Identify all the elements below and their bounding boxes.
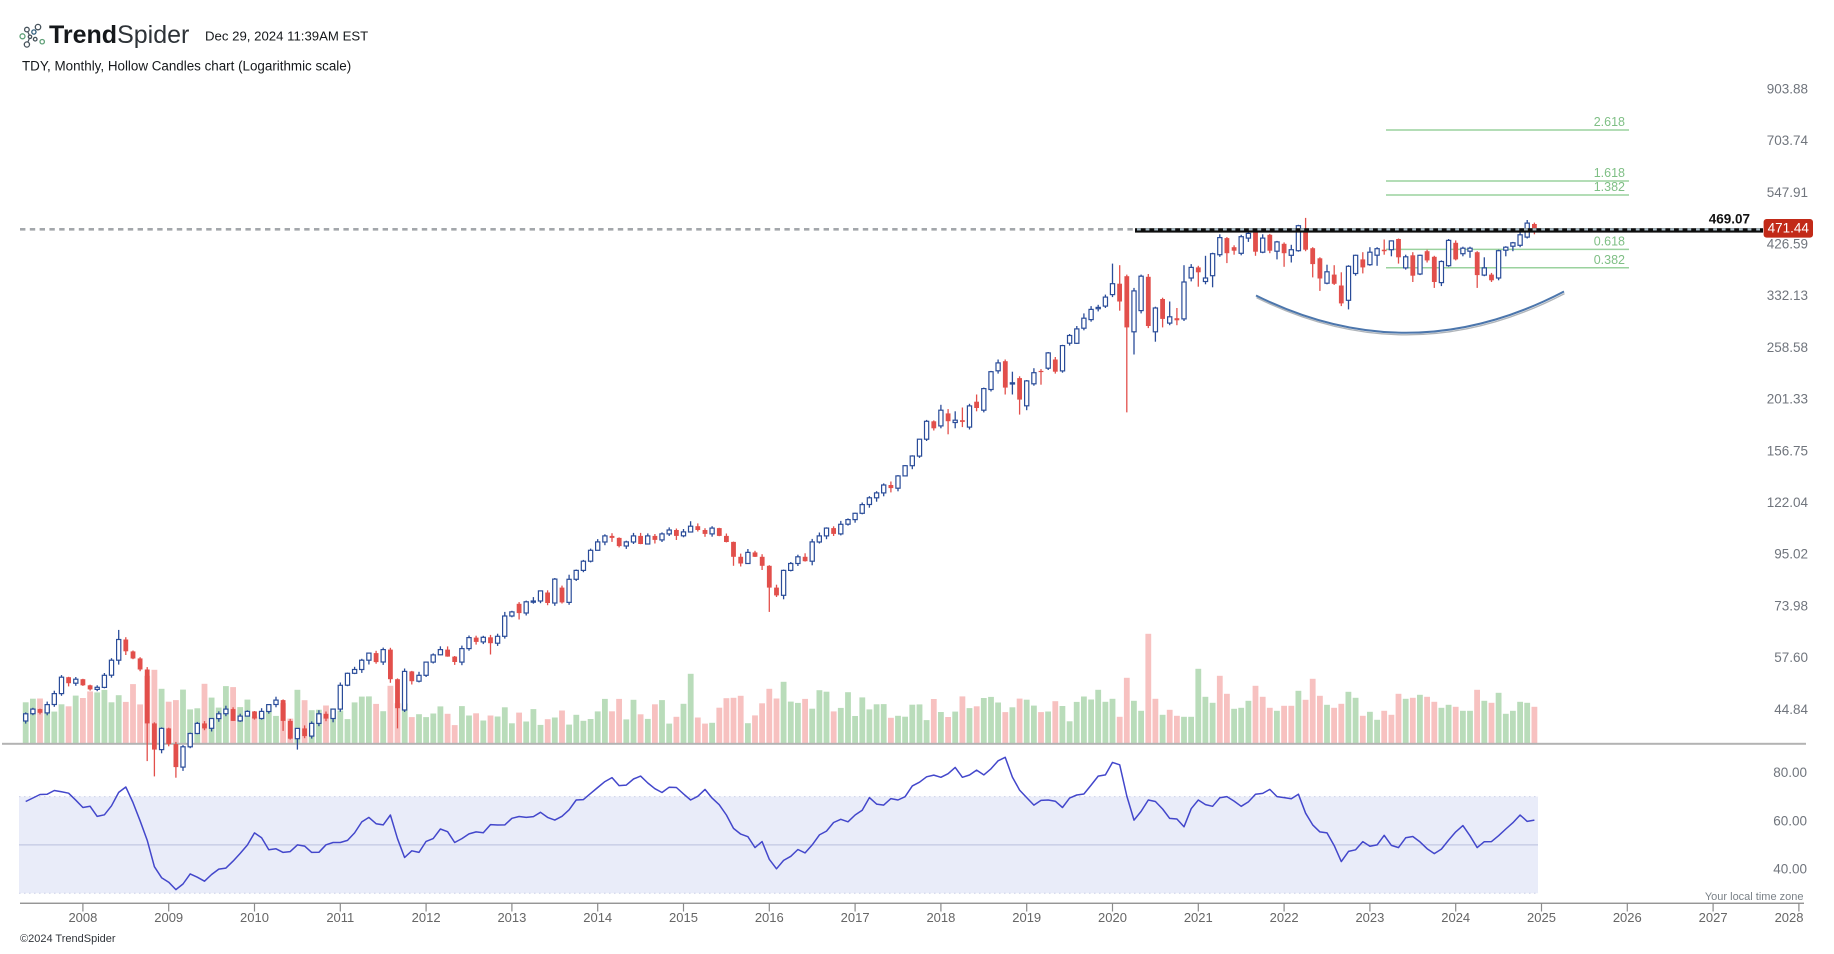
svg-text:2010: 2010 bbox=[240, 910, 269, 925]
svg-text:2018: 2018 bbox=[926, 910, 955, 925]
svg-text:258.58: 258.58 bbox=[1767, 340, 1808, 355]
svg-text:332.13: 332.13 bbox=[1767, 288, 1808, 303]
svg-text:Dec 29, 2024 11:39AM EST: Dec 29, 2024 11:39AM EST bbox=[205, 29, 368, 44]
svg-text:Your local time zone: Your local time zone bbox=[1705, 891, 1804, 903]
svg-text:156.75: 156.75 bbox=[1767, 443, 1808, 458]
svg-text:201.33: 201.33 bbox=[1767, 392, 1808, 407]
svg-text:TrendSpider: TrendSpider bbox=[49, 21, 189, 49]
svg-text:95.02: 95.02 bbox=[1774, 547, 1808, 562]
svg-text:471.44: 471.44 bbox=[1768, 221, 1810, 236]
svg-text:2008: 2008 bbox=[68, 910, 97, 925]
svg-text:426.59: 426.59 bbox=[1767, 237, 1808, 252]
svg-text:©2024 TrendSpider: ©2024 TrendSpider bbox=[20, 933, 116, 945]
svg-text:2012: 2012 bbox=[412, 910, 441, 925]
svg-text:2009: 2009 bbox=[154, 910, 183, 925]
svg-text:0.618: 0.618 bbox=[1594, 234, 1625, 248]
svg-text:2026: 2026 bbox=[1613, 910, 1642, 925]
svg-text:2022: 2022 bbox=[1270, 910, 1299, 925]
svg-text:60.00: 60.00 bbox=[1773, 813, 1807, 828]
svg-text:2015: 2015 bbox=[669, 910, 698, 925]
svg-text:2017: 2017 bbox=[841, 910, 870, 925]
svg-text:2.618: 2.618 bbox=[1594, 115, 1625, 129]
svg-text:2028: 2028 bbox=[1775, 910, 1804, 925]
svg-text:2016: 2016 bbox=[755, 910, 784, 925]
svg-text:TDY, Monthly, Hollow Candles c: TDY, Monthly, Hollow Candles chart (Loga… bbox=[22, 59, 351, 74]
svg-text:122.04: 122.04 bbox=[1767, 495, 1809, 510]
svg-text:2023: 2023 bbox=[1355, 910, 1384, 925]
svg-text:2013: 2013 bbox=[497, 910, 526, 925]
svg-text:547.91: 547.91 bbox=[1767, 185, 1808, 200]
svg-text:469.07: 469.07 bbox=[1709, 212, 1750, 227]
svg-text:1.618: 1.618 bbox=[1594, 166, 1625, 180]
svg-text:2021: 2021 bbox=[1184, 910, 1213, 925]
svg-text:2014: 2014 bbox=[583, 910, 612, 925]
svg-text:1.382: 1.382 bbox=[1594, 180, 1625, 194]
svg-text:903.88: 903.88 bbox=[1767, 81, 1808, 96]
svg-text:73.98: 73.98 bbox=[1774, 598, 1808, 613]
svg-text:80.00: 80.00 bbox=[1773, 765, 1807, 780]
svg-text:40.00: 40.00 bbox=[1773, 862, 1807, 877]
svg-text:2027: 2027 bbox=[1699, 910, 1728, 925]
svg-text:2019: 2019 bbox=[1012, 910, 1041, 925]
svg-text:2024: 2024 bbox=[1441, 910, 1470, 925]
svg-text:0.382: 0.382 bbox=[1594, 253, 1625, 267]
svg-text:2025: 2025 bbox=[1527, 910, 1556, 925]
svg-text:2020: 2020 bbox=[1098, 910, 1127, 925]
svg-text:57.60: 57.60 bbox=[1774, 650, 1808, 665]
svg-text:703.74: 703.74 bbox=[1767, 133, 1809, 148]
svg-text:44.84: 44.84 bbox=[1774, 702, 1808, 717]
svg-text:2011: 2011 bbox=[326, 910, 354, 925]
